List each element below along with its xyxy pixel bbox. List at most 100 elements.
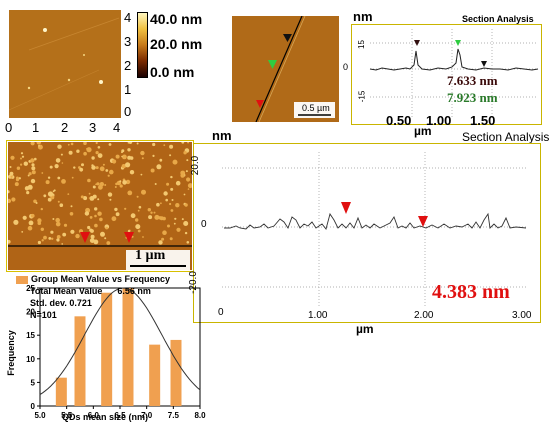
panel-a-x-tick-2: 2 [61,120,69,135]
qd-dot [147,208,151,212]
qd-dot [8,174,13,179]
qd-dot [30,213,35,218]
qd-dot [154,183,157,185]
qd-dot [89,216,93,219]
qd-dot [20,152,24,155]
afm-image-c-frame [6,140,194,272]
qd-dot [38,144,40,147]
qd-dot [55,217,60,223]
panel-d-section-svg [222,152,527,308]
qd-dot [31,166,36,171]
histogram-y-tick-label: 5 [31,378,36,387]
qd-dot [176,227,181,232]
qd-dot [104,237,107,240]
afm-image-a [8,10,121,118]
qd-dot [170,187,174,191]
qd-dot [21,155,25,158]
panel-a-y-tick-4: 4 [124,10,132,25]
histogram-y-tick-label: 15 [26,331,35,340]
qd-dot [27,225,33,231]
qd-dot [91,164,94,167]
qd-dot [112,159,117,164]
qd-dot [37,240,41,245]
qd-dot [91,156,95,160]
qd-dot [119,180,122,183]
qd-dot [61,162,64,164]
qd-dot [140,150,145,156]
qd-dot [70,229,75,234]
histogram-legend: Group Mean Value vs Frequency [31,274,171,284]
qd-dot [167,224,170,228]
qd-dot [21,231,24,233]
qd-dot [186,159,189,162]
qd-dot [136,142,139,145]
qd-dot [73,166,76,169]
panel-d-y-tick-0: 0 [201,219,207,230]
histogram: 5.0 5.5 6.0 6.5 7.0 7.5 8.0 0 5 10 15 20 25 [0,272,210,426]
qd-dot [87,178,91,183]
qd-dot [161,237,165,241]
qd-dot [67,143,70,146]
qd-dot [163,144,166,147]
histogram-legend-swatch [16,276,28,284]
qd-dot [83,141,87,145]
qd-dot [135,224,141,230]
qd-dot [13,219,19,225]
qd-dot [63,223,68,227]
qd-dot [76,149,80,153]
qd-dot [127,229,131,233]
qd-dot [184,203,188,207]
qd-dot [83,151,87,156]
histogram-x-tick-label: 7.5 [168,411,180,420]
panel-d-section-plot [193,143,541,323]
qd-dot [111,216,117,222]
afm-image-c-dots [6,140,193,270]
panel-b-scale-bar: 0.5 µm [302,103,330,113]
panel-b-measure-1: 7.633 nm [447,73,498,88]
qd-dot [40,227,44,231]
qd-dot [138,205,142,209]
qd-dot [11,197,16,202]
qd-dot [184,231,188,235]
qd-dot [97,146,101,149]
qd-dot [142,236,144,238]
qd-dot [115,212,120,217]
qd-dot [24,186,30,191]
histogram-ylabel: Frequency [5,330,16,376]
qd-dot [90,234,95,239]
qd-dot [30,158,35,163]
qd-dot [122,154,127,160]
panel-d-x-tick-2: 2.00 [414,310,434,321]
panel-c-scale-bar: 1 µm [135,248,166,263]
qd-dot [26,191,30,195]
qd-dot [150,168,155,173]
qd-dot [45,180,50,185]
qd-dot [97,211,102,216]
qd-dot [89,238,95,243]
qd-dot [94,207,98,211]
qd-dot [49,165,53,169]
panel-b-section-plot [351,24,542,125]
qd-dot [70,205,73,208]
qd-dot [97,198,100,201]
qd-dot [9,171,14,176]
histogram-bar [170,339,182,406]
qd-dot [109,169,114,175]
qd-dot [57,176,61,180]
panel-b-y-tick-m15: -15 [357,90,367,103]
qd-dot [84,211,90,216]
qd-dot [35,202,38,204]
qd-dot [81,163,84,167]
qd-dot [129,170,135,175]
qd-dot [97,153,103,158]
qd-dot [30,141,35,146]
qd-dot [159,216,164,221]
qd-dot [154,214,160,220]
qd-dot [99,182,105,187]
qd-dot [115,154,120,159]
qd-dot [187,141,190,144]
qd-dot [41,239,44,242]
qd-dot [47,197,52,202]
histogram-svg: 5.0 5.5 6.0 6.5 7.0 7.5 8.0 0 5 10 15 20 25 [26,284,206,420]
qd-dot [180,173,185,178]
